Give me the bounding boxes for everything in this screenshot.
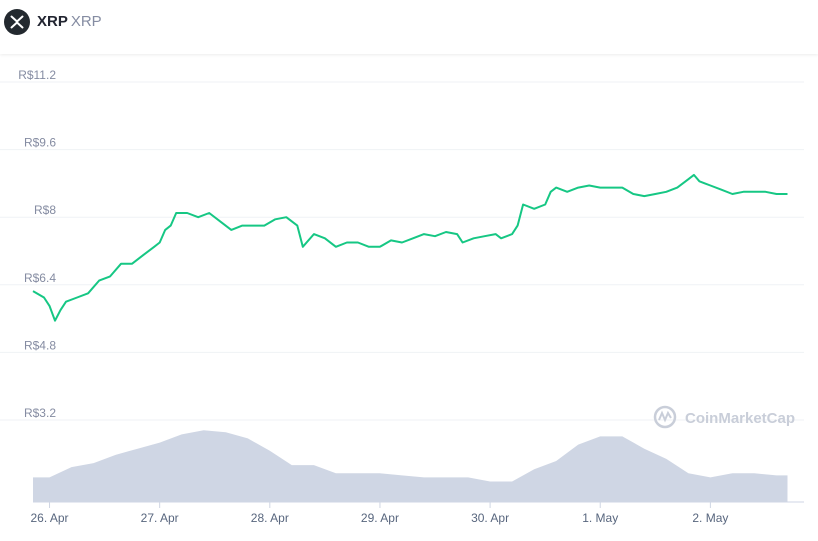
coin-title: XRP XRP — [37, 13, 102, 31]
coinmarketcap-logo-icon — [653, 405, 677, 429]
x-axis-labels: 26. Apr 27. Apr 28. Apr 29. Apr 30. Apr 1. Ma… — [31, 501, 804, 525]
x-tick-label: 30. Apr — [471, 511, 509, 525]
x-tick-label: 28. Apr — [251, 511, 289, 525]
volume-area-path — [33, 430, 788, 502]
y-tick-label: R$3.2 — [24, 406, 56, 420]
xrp-logo-icon — [4, 9, 30, 35]
y-tick-label: R$9.6 — [24, 136, 56, 150]
x-tick-label: 26. Apr — [31, 511, 69, 525]
chart-header: XRP XRP — [0, 0, 818, 54]
price-series — [32, 173, 788, 322]
watermark-text: CoinMarketCap — [685, 410, 795, 427]
x-tick-label: 2. May — [692, 511, 728, 525]
y-tick-label: R$6.4 — [24, 271, 56, 285]
watermark: CoinMarketCap — [653, 405, 795, 429]
coin-symbol: XRP — [70, 13, 102, 30]
y-tick-label: R$8 — [34, 203, 56, 217]
y-axis-labels: R$3.2 R$4.8 R$6.4 R$8 R$9.6 R$11.2 — [18, 68, 56, 420]
x-tick-label: 27. Apr — [141, 511, 179, 525]
grid-lines — [0, 81, 804, 421]
y-tick-label: R$4.8 — [24, 338, 56, 352]
price-line — [32, 173, 788, 322]
x-tick-label: 29. Apr — [361, 511, 399, 525]
y-tick-label: R$11.2 — [18, 68, 56, 82]
x-tick-label: 1. May — [582, 511, 618, 525]
volume-area — [33, 430, 788, 502]
coin-name: XRP — [37, 13, 68, 30]
